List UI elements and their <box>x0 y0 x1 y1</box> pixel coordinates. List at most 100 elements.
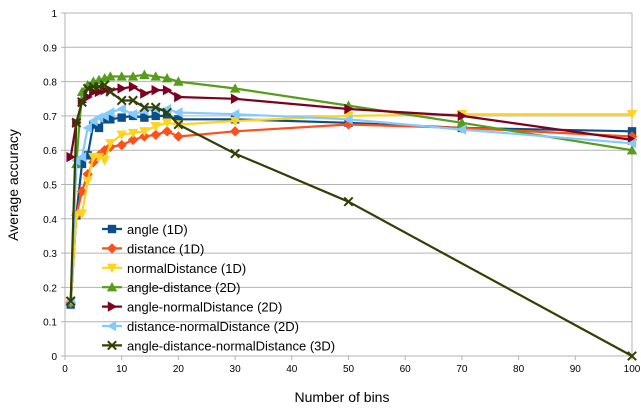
data-point <box>230 148 241 159</box>
series-line <box>69 123 633 303</box>
data-point <box>127 128 139 139</box>
series-line <box>69 114 633 305</box>
data-point <box>140 88 150 99</box>
x-tick-label: 90 <box>570 364 582 375</box>
data-point <box>117 113 126 122</box>
series-3 <box>65 109 638 307</box>
x-tick-label: 30 <box>230 364 242 375</box>
x-tick-label: 0 <box>62 364 68 375</box>
data-point <box>94 123 104 133</box>
y-tick-label: 0 <box>51 352 57 363</box>
data-point <box>71 117 82 128</box>
data-point <box>150 121 161 132</box>
data-point <box>139 127 150 137</box>
data-point <box>105 107 115 118</box>
data-point <box>106 115 115 124</box>
legend-label: angle-distance-normalDistance (3D) <box>127 338 335 353</box>
legend-entry: normalDistance (1D) <box>102 261 246 276</box>
data-point <box>116 71 127 81</box>
series-line <box>69 113 632 302</box>
legend-entry: distance-normalDistance (2D) <box>102 319 299 334</box>
data-point <box>107 301 118 312</box>
x-tick-label: 80 <box>513 364 525 375</box>
y-tick-label: 0.9 <box>43 43 57 54</box>
data-point <box>151 84 161 96</box>
data-point <box>106 243 118 254</box>
data-point <box>106 282 118 292</box>
legend-label: distance-normalDistance (2D) <box>127 319 299 334</box>
legend: angle (1D) distance (1D) normalDistance (1… <box>102 222 335 353</box>
data-point <box>107 224 117 234</box>
data-point <box>82 122 92 134</box>
y-tick-label: 0.6 <box>43 146 57 157</box>
legend-label: angle (1D) <box>127 222 188 237</box>
data-point <box>116 139 127 151</box>
data-point <box>107 340 117 351</box>
data-point <box>162 84 173 96</box>
data-point <box>140 113 149 122</box>
y-tick-label: 0.8 <box>43 78 57 89</box>
axes: 00.10.20.30.40.50.60.70.80.910 10 20 30 40 50… <box>43 9 641 375</box>
series-1 <box>66 111 637 309</box>
y-tick-label: 0.3 <box>43 249 57 260</box>
data-point <box>174 91 184 103</box>
data-point <box>99 156 110 166</box>
data-point <box>343 196 354 207</box>
data-point <box>627 351 637 361</box>
data-point <box>116 130 127 140</box>
data-point <box>66 151 76 163</box>
data-point <box>162 111 172 121</box>
x-tick-label: 10 <box>116 364 128 375</box>
data-point <box>82 83 93 94</box>
data-point <box>83 151 92 160</box>
data-point <box>162 107 172 118</box>
data-point <box>173 119 184 130</box>
data-point <box>116 103 126 115</box>
x-tick-label: 50 <box>343 364 355 375</box>
series-7 <box>65 80 637 361</box>
data-point <box>105 71 116 81</box>
y-tick-label: 0.7 <box>43 112 57 123</box>
data-point <box>161 72 173 83</box>
data-point <box>127 108 138 120</box>
data-point <box>229 108 240 120</box>
legend-label: angle-distance (2D) <box>127 280 240 295</box>
data-point <box>151 111 160 121</box>
data-point <box>105 86 116 97</box>
data-point <box>344 103 354 115</box>
data-point <box>94 81 104 92</box>
data-point <box>139 69 150 79</box>
data-point <box>150 71 161 81</box>
legend-label: normalDistance (1D) <box>127 261 246 276</box>
data-point <box>150 129 161 140</box>
data-point <box>89 120 98 129</box>
data-point <box>457 110 468 122</box>
data-point <box>229 126 241 137</box>
data-point <box>150 102 161 113</box>
data-point <box>626 145 638 155</box>
y-tick-label: 1 <box>51 9 57 20</box>
data-point <box>88 115 98 127</box>
data-point <box>93 112 104 123</box>
data-point <box>173 131 184 142</box>
data-point <box>456 117 468 127</box>
data-point <box>343 111 354 122</box>
x-axis-label: Number of bins <box>295 389 390 405</box>
data-point <box>100 115 109 124</box>
legend-entry: angle-distance (2D) <box>102 280 240 295</box>
data-point <box>343 114 353 125</box>
x-tick-label: 70 <box>456 364 468 375</box>
data-point <box>174 115 183 124</box>
data-point <box>128 95 138 106</box>
data-point <box>626 109 638 120</box>
legend-entry: angle-distance-normalDistance (3D) <box>102 338 335 353</box>
legend-label: angle-normalDistance (2D) <box>127 300 282 315</box>
data-point <box>65 296 76 307</box>
data-point <box>77 159 87 169</box>
data-point <box>139 102 150 113</box>
data-point <box>626 138 637 149</box>
legend-entry: angle-normalDistance (2D) <box>102 300 282 315</box>
series-group <box>65 69 638 361</box>
data-point <box>230 93 241 104</box>
